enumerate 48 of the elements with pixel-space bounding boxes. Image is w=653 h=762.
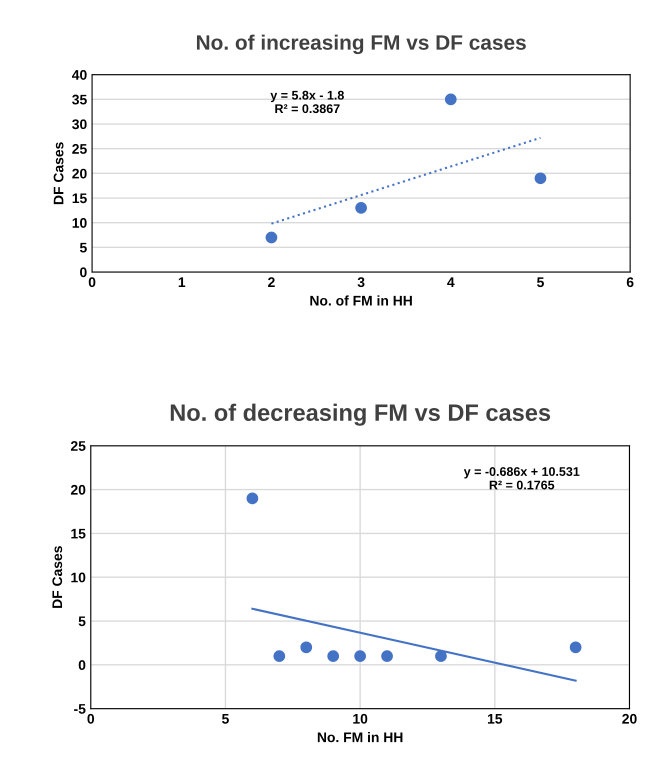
y-tick-label: 10 [72, 218, 87, 228]
point [273, 650, 286, 662]
chart-title: No. of decreasing FM vs DF cases [170, 404, 550, 426]
y-tick-label: 5 [78, 616, 86, 626]
y-tick-label: 20 [72, 168, 87, 179]
point [354, 650, 366, 662]
y-tick-label: 25 [70, 441, 86, 451]
x-axis-title: No. of FM in HH [310, 295, 412, 306]
point [444, 94, 457, 106]
y-tick-label: 0 [78, 660, 86, 670]
point [570, 641, 582, 654]
x-tick-label: 20 [622, 714, 637, 724]
y-tick-label: -5 [74, 704, 86, 714]
y-axis-title: DF Cases [52, 546, 62, 608]
x-tick-label: 10 [353, 714, 368, 724]
chart-title: No. of increasing FM vs DF cases [196, 34, 526, 54]
x-tick-label: 4 [447, 277, 455, 287]
point [435, 650, 447, 662]
y-tick-label: 5 [80, 242, 87, 253]
x-tick-label: 3 [358, 277, 364, 288]
x-tick-label: 1 [178, 277, 186, 287]
point [266, 232, 278, 244]
y-tick-label: 40 [72, 70, 87, 80]
y-tick-label: 15 [72, 194, 87, 204]
annotation: y = 5.8x - 1.8 R² = 0.3867 [270, 90, 344, 114]
point [327, 650, 340, 662]
x-tick-label: 0 [87, 714, 94, 724]
point [381, 650, 393, 662]
x-tick-label: 5 [537, 277, 544, 288]
x-tick-label: 6 [626, 277, 634, 288]
y-tick-label: 30 [72, 119, 87, 130]
annotation: y = -0.686x + 10.531 R² = 0.1765 [464, 467, 580, 490]
point [300, 641, 312, 654]
y-tick-label: 35 [72, 94, 87, 105]
y-tick-label: 10 [71, 572, 86, 582]
y-tick-label: 0 [80, 267, 87, 278]
x-axis-title: No. FM in HH [318, 732, 402, 742]
point [246, 492, 258, 504]
x-tick-label: 2 [268, 277, 275, 287]
point [534, 172, 546, 184]
y-tick-label: 20 [70, 484, 86, 495]
point [355, 202, 367, 214]
x-tick-label: 0 [88, 277, 96, 288]
y-tick-label: 25 [72, 144, 87, 154]
y-axis-title: DF Cases [54, 142, 64, 204]
x-tick-label: 5 [222, 714, 229, 724]
y-tick-label: 15 [71, 528, 86, 539]
x-tick-label: 15 [488, 714, 502, 724]
